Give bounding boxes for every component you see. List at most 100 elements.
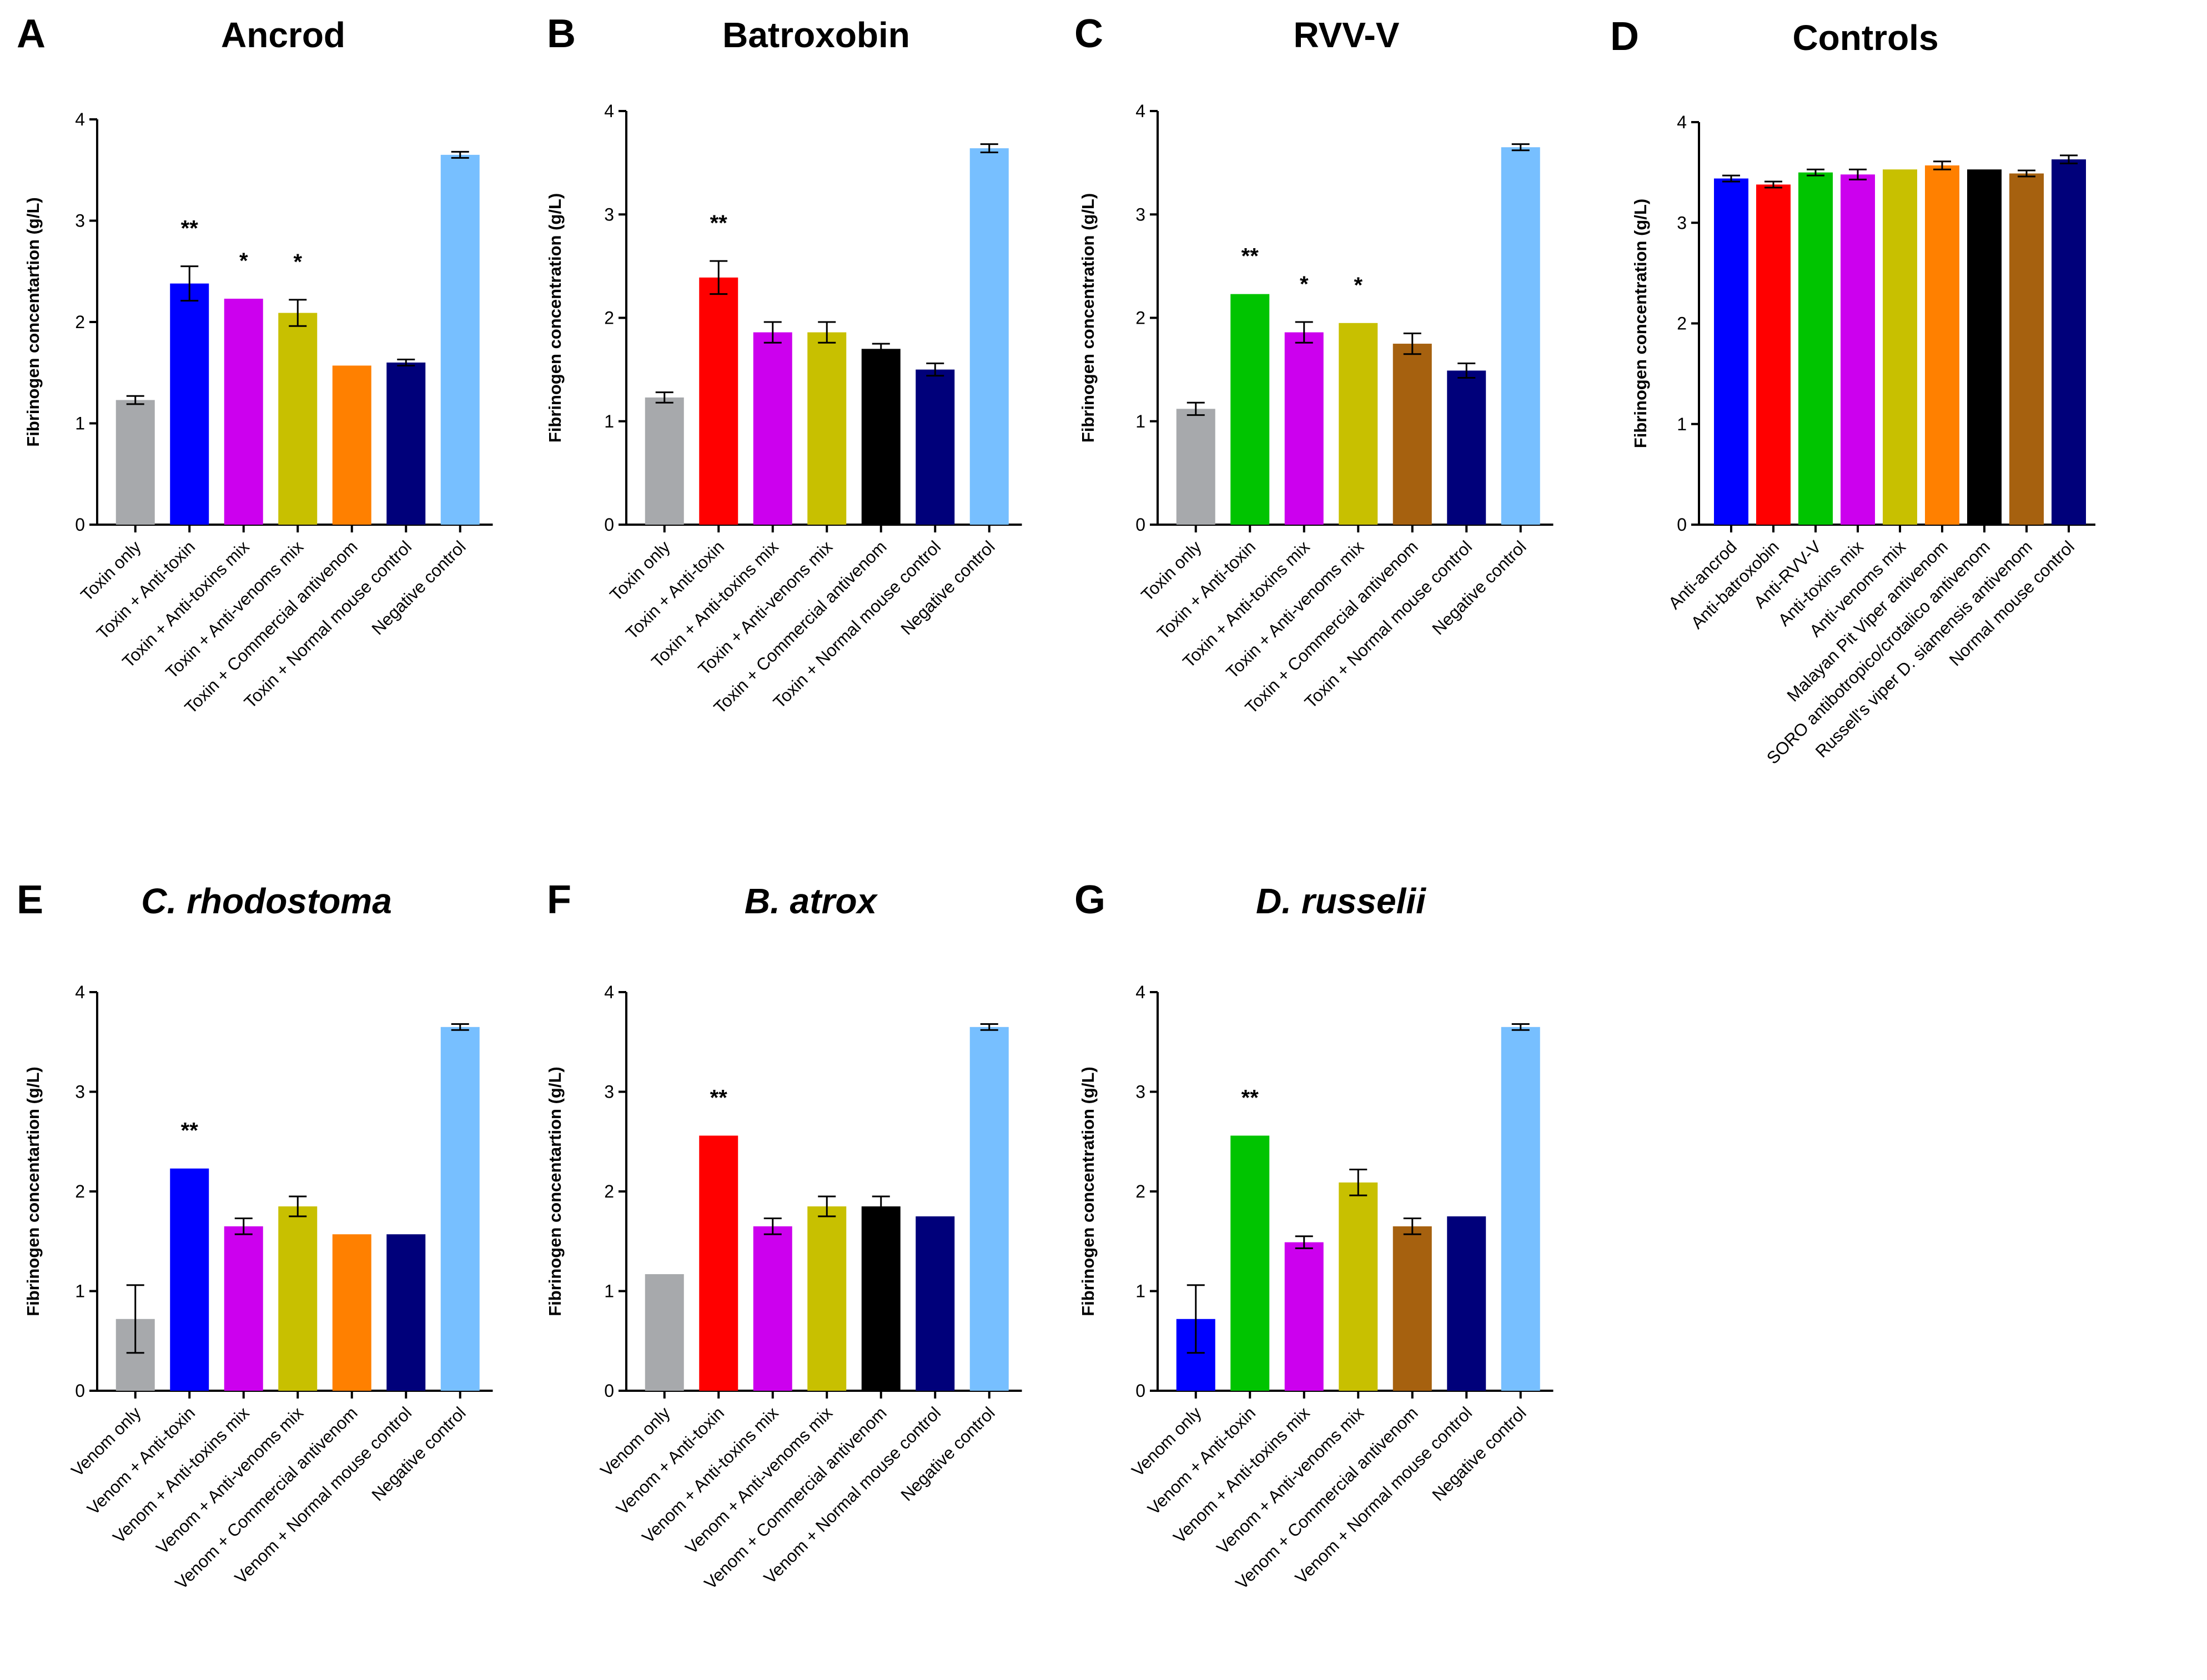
significance-mark: ** (710, 1085, 728, 1110)
y-axis-label: Fibrinogen concentartion (g/L) (545, 1067, 565, 1316)
y-tick-label: 1 (604, 1281, 614, 1301)
category-label: Negative control (368, 1403, 470, 1505)
bar-b-1 (699, 277, 738, 525)
y-tick-label: 3 (75, 211, 85, 231)
panel-letter: F (547, 878, 571, 922)
panel-c: C RVV-V Fibrinogen concentration (g/L) 0 1 2 3… (1074, 12, 1554, 717)
y-tick-label: 1 (1135, 1281, 1145, 1301)
bar-e-5 (386, 1234, 426, 1391)
bar-a-5 (386, 363, 426, 525)
bar-b-6 (969, 148, 1009, 525)
bar-e-2 (224, 1226, 263, 1391)
y-tick-label: 0 (1677, 515, 1687, 535)
panel-a: A Ancrod Fibrinogen concentartion (g/L) 0 1 2… (17, 12, 493, 717)
y-tick-label: 1 (75, 414, 85, 434)
bar-e-1 (170, 1168, 209, 1391)
bar-e-6 (440, 1027, 480, 1391)
bar-d-1 (1756, 184, 1791, 525)
panel-title: Batroxobin (722, 15, 910, 55)
bar-b-4 (861, 349, 901, 525)
bar-a-0 (115, 400, 155, 525)
bar-b-5 (916, 369, 955, 525)
significance-mark: * (293, 250, 302, 274)
y-tick-label: 0 (604, 1381, 614, 1401)
bar-f-3 (807, 1206, 847, 1391)
bar-f-4 (861, 1206, 901, 1391)
bar-d-3 (1841, 174, 1875, 525)
y-axis-label: Fibrinogen concentration (g/L) (1631, 199, 1650, 448)
bar-a-3 (278, 313, 318, 525)
bar-f-0 (645, 1274, 684, 1391)
y-tick-label: 2 (75, 1181, 85, 1201)
bar-c-5 (1447, 370, 1486, 525)
y-tick-label: 4 (604, 101, 614, 121)
bar-b-2 (753, 332, 792, 525)
y-tick-label: 2 (1677, 314, 1687, 334)
panel-title: RVV-V (1294, 15, 1400, 55)
bar-c-1 (1230, 294, 1270, 525)
bar-f-1 (699, 1135, 738, 1391)
y-tick-label: 3 (604, 204, 614, 224)
y-tick-label: 4 (1135, 982, 1145, 1002)
y-tick-label: 4 (1135, 101, 1145, 121)
y-tick-label: 3 (1677, 213, 1687, 233)
panel-title: Controls (1792, 18, 1938, 58)
bar-c-0 (1176, 409, 1215, 525)
panel-f: F B. atrox Fibrinogen concentartion (g/L) 0… (545, 878, 1022, 1593)
bar-a-1 (170, 283, 209, 525)
bar-d-2 (1798, 172, 1833, 525)
bar-d-4 (1883, 169, 1917, 525)
y-tick-label: 4 (75, 982, 85, 1002)
y-tick-label: 4 (604, 982, 614, 1002)
y-tick-label: 2 (1135, 1181, 1145, 1201)
y-axis-label: Fibrinogen concentration (g/L) (1078, 193, 1098, 442)
significance-mark: ** (1241, 1085, 1259, 1110)
bar-a-2 (224, 299, 263, 525)
panel-title: B. atrox (745, 881, 878, 921)
bar-e-4 (332, 1234, 371, 1391)
y-tick-label: 1 (1135, 411, 1145, 431)
panel-title: Ancrod (221, 15, 345, 55)
y-tick-label: 2 (604, 308, 614, 328)
panel-title: C. rhodostoma (141, 881, 392, 921)
y-axis-label: Fibrinogen concentartion (g/L) (23, 197, 43, 446)
bar-d-0 (1714, 178, 1748, 525)
significance-mark: * (1354, 273, 1363, 298)
panel-letter: B (547, 12, 576, 56)
y-axis-label: Fibrinogen concentartion (g/L) (23, 1067, 43, 1316)
significance-mark: ** (181, 1119, 199, 1143)
panel-title: D. russelii (1256, 881, 1426, 921)
y-tick-label: 4 (1677, 112, 1687, 132)
category-label: Toxin + Anti-toxin (93, 537, 199, 643)
y-axis-label: Fibrinogen concentration (g/L) (545, 193, 565, 442)
bar-g-1 (1230, 1135, 1270, 1391)
bar-f-6 (969, 1027, 1009, 1391)
significance-mark: ** (181, 217, 199, 241)
category-label: Toxin + Anti-toxin (1153, 537, 1259, 643)
category-label: Toxin + Anti-toxin (622, 537, 728, 643)
bar-d-6 (1967, 169, 2002, 525)
y-tick-label: 1 (604, 411, 614, 431)
panel-letter: E (17, 878, 43, 922)
category-label: Negative control (1429, 1403, 1530, 1505)
bar-d-7 (2009, 173, 2044, 525)
y-axis-label: Fibrinogen concentration (g/L) (1078, 1067, 1098, 1316)
bar-g-4 (1392, 1226, 1432, 1391)
significance-mark: ** (710, 211, 728, 235)
y-tick-label: 2 (1135, 308, 1145, 328)
bar-a-4 (332, 365, 371, 525)
y-tick-label: 3 (1135, 204, 1145, 224)
panel-letter: A (17, 12, 46, 56)
y-tick-label: 0 (1135, 515, 1145, 535)
bar-g-6 (1501, 1027, 1540, 1391)
bar-c-4 (1392, 344, 1432, 525)
bar-d-5 (1925, 165, 1959, 525)
y-tick-label: 2 (604, 1181, 614, 1201)
category-label: Negative control (897, 1403, 999, 1505)
y-tick-label: 1 (75, 1281, 85, 1301)
significance-mark: * (1300, 272, 1309, 296)
bar-g-2 (1284, 1242, 1324, 1391)
bar-f-2 (753, 1226, 792, 1391)
panel-e: E C. rhodostoma Fibrinogen concentartion (… (17, 878, 493, 1593)
